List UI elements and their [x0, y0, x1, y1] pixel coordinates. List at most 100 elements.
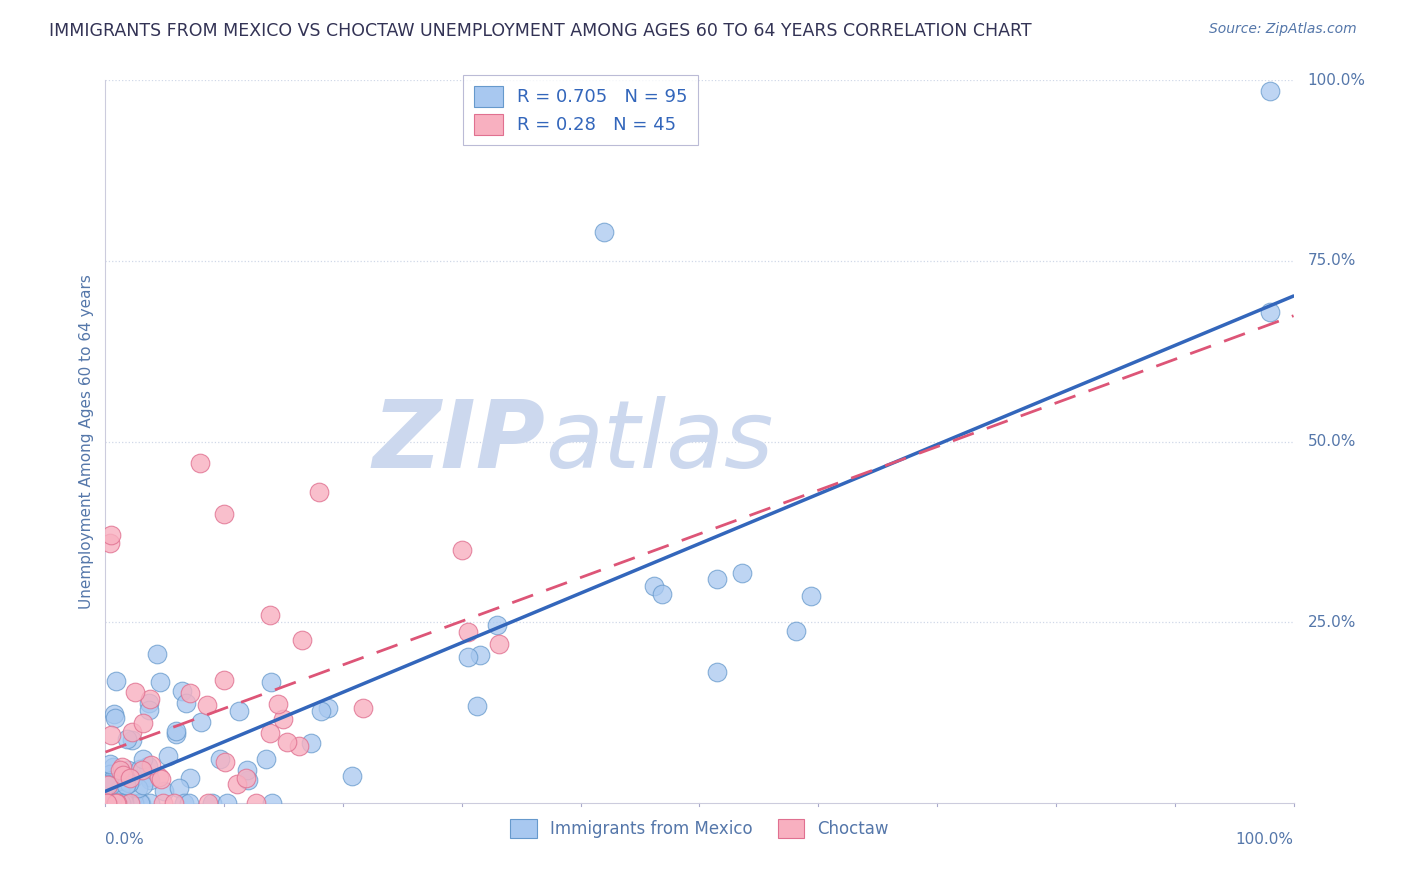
Point	[120, 772, 142, 786]
Point	[96, 777, 118, 791]
Point	[179, 796, 201, 810]
Point	[121, 733, 143, 747]
Text: 50.0%: 50.0%	[1308, 434, 1357, 449]
Point	[706, 665, 728, 680]
Point	[101, 796, 124, 810]
Point	[124, 685, 146, 699]
Point	[1258, 84, 1281, 98]
Point	[190, 714, 212, 729]
Point	[190, 456, 212, 470]
Point	[132, 716, 155, 731]
Text: 0.0%: 0.0%	[105, 831, 145, 847]
Point	[352, 701, 374, 715]
Point	[172, 684, 194, 698]
Point	[139, 692, 162, 706]
Point	[112, 792, 135, 806]
Point	[97, 778, 120, 792]
Point	[138, 703, 160, 717]
Point	[96, 783, 118, 797]
Point	[214, 673, 236, 687]
Point	[100, 728, 122, 742]
Point	[115, 778, 138, 792]
Point	[117, 763, 139, 777]
Point	[136, 759, 159, 773]
Point	[1258, 305, 1281, 319]
Point	[110, 796, 132, 810]
Point	[104, 711, 127, 725]
Text: 100.0%: 100.0%	[1308, 73, 1365, 87]
Point	[131, 764, 153, 778]
Point	[271, 712, 294, 726]
Point	[152, 796, 174, 810]
Point	[800, 589, 823, 603]
Point	[228, 704, 250, 718]
Point	[457, 625, 479, 640]
Point	[167, 780, 190, 795]
Text: IMMIGRANTS FROM MEXICO VS CHOCTAW UNEMPLOYMENT AMONG AGES 60 TO 64 YEARS CORRELA: IMMIGRANTS FROM MEXICO VS CHOCTAW UNEMPL…	[49, 22, 1032, 40]
Point	[127, 781, 149, 796]
Point	[97, 796, 120, 810]
Point	[103, 796, 125, 810]
Point	[157, 749, 180, 764]
Point	[98, 757, 121, 772]
Legend: Immigrants from Mexico, Choctaw: Immigrants from Mexico, Choctaw	[503, 813, 896, 845]
Text: 25.0%: 25.0%	[1308, 615, 1357, 630]
Point	[128, 796, 150, 810]
Point	[259, 725, 281, 739]
Point	[111, 791, 134, 805]
Point	[100, 528, 122, 542]
Point	[706, 572, 728, 586]
Point	[254, 752, 277, 766]
Point	[311, 704, 333, 718]
Point	[235, 771, 257, 785]
Point	[165, 727, 187, 741]
Point	[214, 755, 236, 769]
Point	[238, 773, 260, 788]
Point	[97, 774, 120, 789]
Point	[450, 542, 472, 557]
Point	[98, 535, 121, 549]
Point	[96, 796, 118, 810]
Point	[470, 648, 492, 663]
Point	[104, 796, 127, 810]
Point	[115, 732, 138, 747]
Point	[651, 587, 673, 601]
Point	[488, 637, 510, 651]
Point	[179, 686, 201, 700]
Point	[259, 608, 281, 623]
Point	[785, 624, 807, 639]
Point	[121, 725, 143, 739]
Point	[111, 760, 134, 774]
Point	[342, 768, 364, 782]
Point	[153, 784, 176, 798]
Point	[132, 778, 155, 792]
Point	[215, 796, 238, 810]
Point	[195, 698, 218, 713]
Point	[276, 735, 298, 749]
Point	[208, 752, 231, 766]
Point	[129, 796, 152, 810]
Text: atlas: atlas	[546, 396, 773, 487]
Point	[245, 796, 267, 810]
Point	[163, 796, 186, 810]
Point	[149, 772, 172, 786]
Point	[110, 764, 132, 778]
Point	[97, 796, 120, 810]
Point	[112, 796, 135, 810]
Point	[485, 618, 508, 632]
Point	[174, 696, 197, 710]
Point	[138, 770, 160, 784]
Point	[287, 739, 309, 753]
Point	[100, 773, 122, 788]
Point	[260, 675, 283, 690]
Point	[165, 723, 187, 738]
Point	[105, 796, 128, 810]
Point	[316, 701, 339, 715]
Point	[149, 674, 172, 689]
Point	[139, 796, 162, 810]
Point	[118, 796, 141, 810]
Point	[104, 796, 127, 810]
Point	[173, 796, 195, 810]
Point	[138, 696, 160, 710]
Point	[104, 674, 127, 689]
